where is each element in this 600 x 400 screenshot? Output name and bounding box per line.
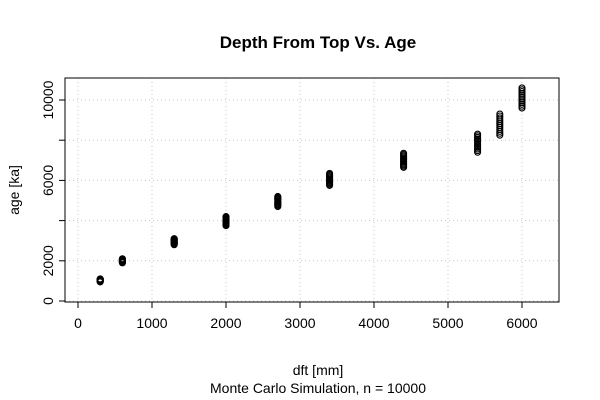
data-point bbox=[274, 192, 282, 201]
data-point bbox=[400, 149, 408, 157]
y-tick-label-2000: 2000 bbox=[40, 245, 56, 276]
x-tick-label-6000: 6000 bbox=[506, 315, 537, 331]
data-point bbox=[496, 110, 504, 118]
x-tick-label-5000: 5000 bbox=[432, 315, 463, 331]
data-point bbox=[474, 130, 482, 138]
data-point bbox=[518, 84, 526, 92]
x-tick-label-4000: 4000 bbox=[358, 315, 389, 331]
data-point bbox=[170, 235, 178, 243]
x-tick-label-1000: 1000 bbox=[136, 315, 167, 331]
x-axis-label: dft [mm] bbox=[293, 362, 344, 378]
y-tick-label-6000: 6000 bbox=[40, 165, 56, 196]
x-tick-label-0: 0 bbox=[74, 315, 82, 331]
data-points bbox=[96, 84, 526, 286]
data-point bbox=[222, 213, 230, 221]
data-point bbox=[96, 275, 104, 283]
x-axis: 0 1000 2000 3000 4000 5000 6000 bbox=[74, 302, 538, 331]
y-axis-label: age [ka] bbox=[6, 165, 22, 215]
y-tick-label-0: 0 bbox=[40, 297, 56, 305]
grid-lines bbox=[65, 78, 559, 302]
x-tick-label-3000: 3000 bbox=[284, 315, 315, 331]
plot-frame bbox=[64, 77, 560, 303]
data-point bbox=[118, 255, 126, 263]
data-point bbox=[496, 114, 504, 122]
data-point bbox=[326, 169, 334, 177]
data-point bbox=[496, 112, 504, 120]
y-axis: 0 2000 6000 10000 bbox=[40, 80, 65, 305]
x-tick-label-2000: 2000 bbox=[210, 315, 241, 331]
y-tick-label-10000: 10000 bbox=[40, 80, 56, 119]
chart-subtitle: Monte Carlo Simulation, n = 10000 bbox=[210, 380, 426, 396]
chart-title: Depth From Top Vs. Age bbox=[220, 33, 416, 52]
